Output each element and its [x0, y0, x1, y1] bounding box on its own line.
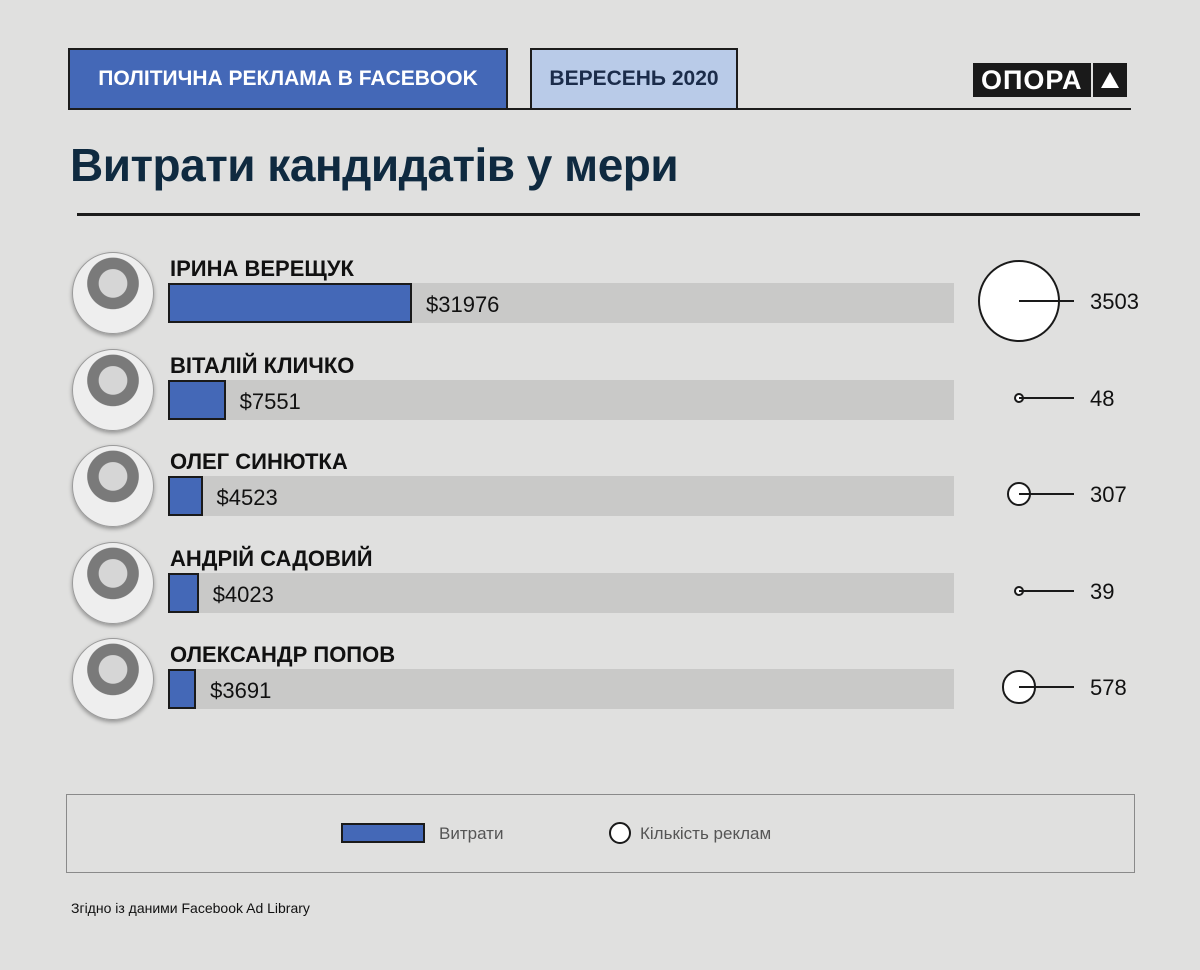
leader-line	[1019, 686, 1074, 688]
title-divider	[77, 213, 1140, 216]
spend-value-label: $3691	[210, 678, 272, 703]
spend-bar	[168, 283, 412, 323]
opora-logo: ОПОРА	[973, 63, 1127, 97]
leader-line	[1019, 493, 1074, 495]
ads-count-label: 3503	[1090, 289, 1139, 314]
triangle-icon	[1092, 63, 1127, 97]
leader-line	[1019, 396, 1074, 399]
ads-count-label: 48	[1090, 385, 1115, 411]
spend-bar	[168, 669, 197, 709]
topic-tag-label: ПОЛІТИЧНА РЕКЛАМА В FACEBOOK	[98, 67, 478, 90]
candidate-name: ІРИНА ВЕРЕЩУК	[170, 256, 354, 281]
candidate-photo	[72, 541, 154, 624]
candidate-name: ОЛЕКСАНДР ПОПОВ	[170, 642, 396, 667]
candidate-name: ОЛЕГ СИНЮТКА	[170, 449, 348, 474]
legend-bar-swatch	[341, 823, 425, 843]
spend-value-label: $4023	[212, 581, 274, 607]
spend-bar	[168, 572, 199, 613]
candidate-photo	[72, 348, 154, 431]
legend-circle-label: Кількість реклам	[640, 824, 772, 843]
candidate-row: ОЛЕГ СИНЮТКА $4523 307	[0, 445, 1200, 541]
source-note: Згідно із даними Facebook Ad Library	[71, 900, 310, 916]
candidate-name: АНДРІЙ САДОВИЙ	[170, 545, 373, 571]
bar-track	[168, 669, 954, 709]
candidate-row: АНДРІЙ САДОВИЙ $4023 39	[0, 541, 1200, 638]
bar-track	[168, 379, 954, 420]
ads-count-label: 307	[1090, 482, 1127, 507]
chart-title: Витрати кандидатів у мери	[70, 139, 679, 191]
candidate-row: ВІТАЛІЙ КЛИЧКО $7551 48	[0, 348, 1200, 445]
ads-count-label: 578	[1090, 675, 1127, 700]
date-tag-label: ВЕРЕСЕНЬ 2020	[549, 67, 719, 90]
bar-track	[168, 476, 954, 516]
topic-tag: ПОЛІТИЧНА РЕКЛАМА В FACEBOOK	[68, 48, 508, 110]
spend-value-label: $7551	[239, 388, 301, 414]
logo-text: ОПОРА	[973, 63, 1091, 97]
header-divider	[68, 108, 1131, 110]
leader-line	[1019, 300, 1074, 302]
legend: Витрати Кількість реклам	[66, 794, 1135, 873]
date-tag: ВЕРЕСЕНЬ 2020	[530, 48, 738, 110]
candidate-photo	[72, 638, 154, 720]
bar-track	[168, 572, 954, 613]
ads-count-label: 39	[1090, 578, 1115, 604]
spend-value-label: $4523	[216, 485, 278, 510]
spend-value-label: $31976	[426, 292, 500, 317]
candidate-row: ОЛЕКСАНДР ПОПОВ $3691 578	[0, 638, 1200, 734]
candidate-name: ВІТАЛІЙ КЛИЧКО	[170, 352, 355, 378]
leader-line	[1019, 589, 1074, 592]
spend-bar	[168, 379, 226, 420]
candidate-photo	[72, 445, 154, 527]
legend-circle-swatch	[609, 822, 631, 844]
candidate-row: ІРИНА ВЕРЕЩУК $31976 3503	[0, 252, 1200, 348]
spend-bar	[168, 476, 203, 516]
candidate-photo	[72, 252, 154, 334]
legend-bar-label: Витрати	[439, 824, 504, 843]
